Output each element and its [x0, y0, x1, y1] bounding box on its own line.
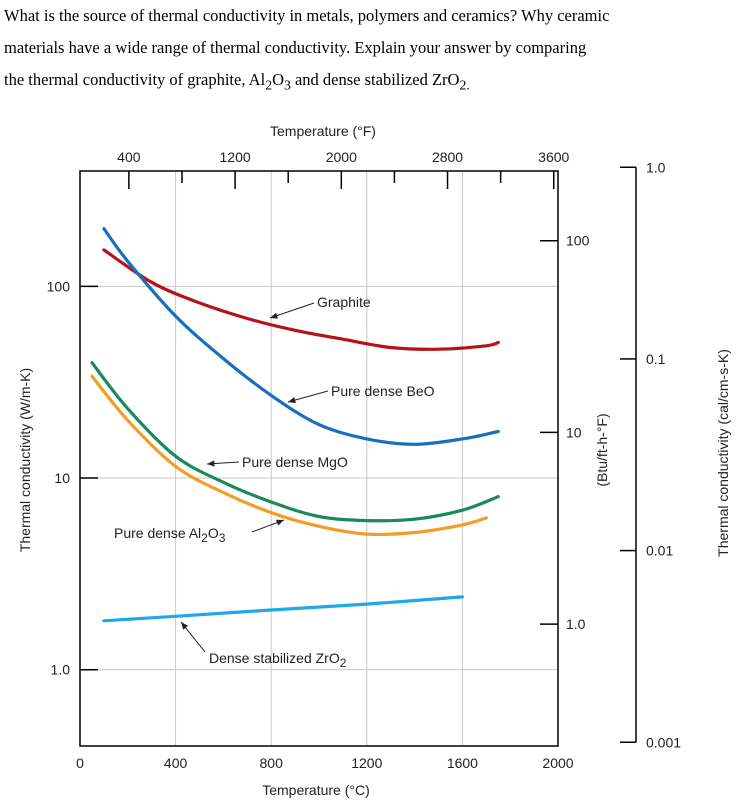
axis-title-right-1: (Btu/ft-h-°F)	[594, 413, 610, 486]
question-line-3-part-a: the thermal conductivity of graphite, Al	[4, 70, 266, 89]
tick-label-x: 800	[260, 755, 284, 771]
label-zro2: Dense stabilized ZrO2	[209, 650, 347, 670]
series-line	[102, 248, 500, 351]
question-line-1: What is the source of thermal conductivi…	[4, 6, 610, 25]
annotation-arrow-head	[276, 519, 284, 526]
label-beo: Pure dense BeO	[331, 383, 435, 399]
tick-label-y: 10	[54, 470, 70, 486]
annotation-arrows	[180, 302, 329, 653]
tick-label-top: 2000	[326, 149, 357, 165]
axis-title-bottom: Temperature (°C)	[262, 782, 370, 798]
series-line	[102, 227, 500, 446]
tick-label-top: 400	[117, 149, 141, 165]
tick-label-right-2: 0.001	[646, 734, 681, 750]
tick-label-x: 2000	[542, 755, 573, 771]
question-line-3-sub-3: 2.	[459, 77, 470, 93]
label-al2o3-sub-2: 3	[219, 531, 226, 545]
question-line-2: materials have a wide range of thermal c…	[4, 38, 587, 57]
axis-ticks: 0 400 800 1200 1600 2000 1.0 10 100 400 1200 2000 28…	[47, 149, 682, 771]
plot-frame	[79, 170, 559, 747]
question-line-3-sub-2: 3	[283, 77, 291, 93]
tick-label-right-1: 10	[566, 424, 582, 440]
series-line	[90, 361, 500, 523]
annotation-arrow-head	[181, 622, 188, 630]
tick-label-x: 1200	[351, 755, 382, 771]
tick-label-right-2: 1.0	[646, 159, 666, 175]
label-al2o3-part-a: Pure dense Al	[114, 525, 201, 541]
annotation-arrow-head	[207, 460, 215, 467]
series-line	[90, 374, 488, 537]
tick-label-top: 1200	[220, 149, 251, 165]
axis-title-left: Thermal conductivity (W/m-K)	[17, 368, 33, 552]
axis-title-right-2: Thermal conductivity (cal/cm-s-K)	[715, 349, 731, 557]
tick-label-top: 2800	[432, 149, 463, 165]
tick-label-right-1: 1.0	[566, 616, 586, 632]
tick-label-x: 400	[164, 755, 188, 771]
tick-label-y: 100	[47, 278, 71, 294]
tick-label-top: 3600	[538, 149, 569, 165]
tick-label-right-2: 0.01	[646, 543, 673, 559]
question-line-3-part-c: and dense stabilized ZrO	[290, 70, 460, 89]
label-al2o3-part-b: O	[208, 525, 219, 541]
label-al2o3: Pure dense Al2O3	[114, 525, 226, 545]
grid	[80, 171, 558, 746]
label-graphite: Graphite	[317, 294, 371, 310]
question-line-3-sub-1: 2	[265, 77, 273, 93]
label-zro2-sub: 2	[340, 656, 347, 670]
annotation-arrow-line	[269, 302, 315, 319]
tick-label-x: 1600	[447, 755, 478, 771]
tick-label-x: 0	[76, 755, 84, 771]
label-zro2-part-a: Dense stabilized ZrO	[209, 650, 340, 666]
annotation-arrow-head	[288, 397, 296, 404]
series-line	[102, 595, 464, 623]
question-text: What is the source of thermal conductivi…	[4, 0, 739, 101]
tick-label-right-1: 100	[566, 233, 590, 249]
question-line-3: the thermal conductivity of graphite, Al…	[4, 64, 739, 101]
label-al2o3-sub-1: 2	[201, 531, 208, 545]
axis-title-top: Temperature (°F)	[270, 123, 376, 139]
label-mgo: Pure dense MgO	[242, 454, 348, 470]
question-line-3-part-b: O	[272, 70, 284, 89]
annotation-arrow-head	[270, 312, 278, 319]
tick-label-y: 1.0	[51, 662, 71, 678]
tick-label-right-2: 0.1	[646, 351, 666, 367]
series-lines	[90, 227, 500, 623]
